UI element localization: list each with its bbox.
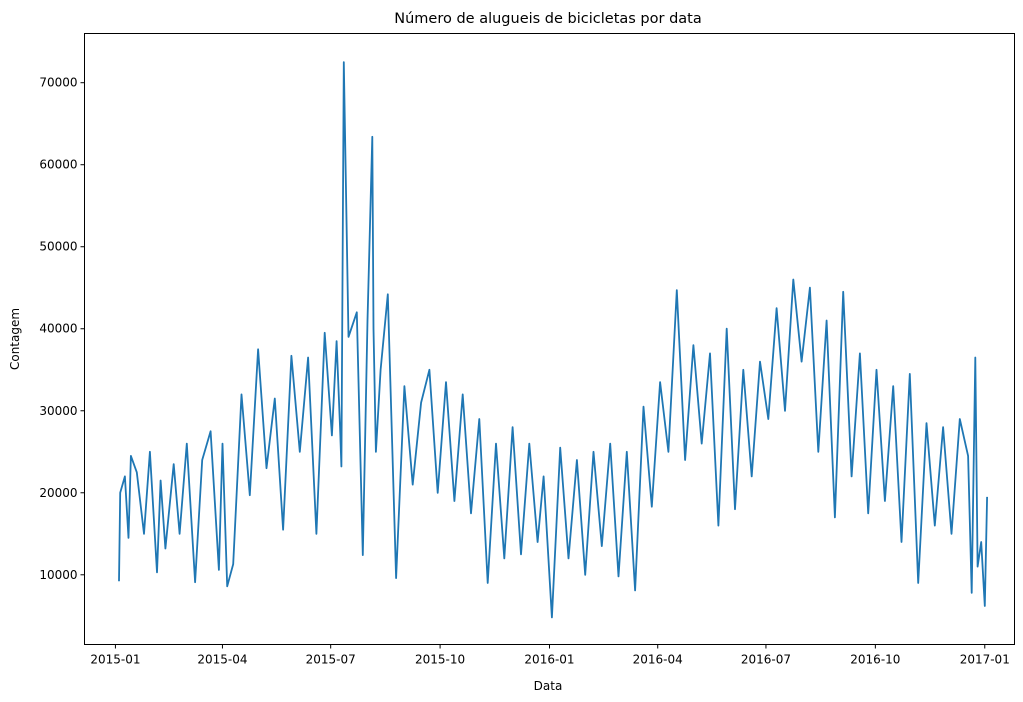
x-tick-label: 2016-01	[524, 653, 574, 667]
x-tick-label: 2015-04	[197, 653, 247, 667]
plot-area	[118, 61, 988, 619]
y-tick-label: 70000	[39, 76, 77, 90]
x-axis-title: Data	[534, 679, 563, 693]
x-axis: 2015-01 2015-04 2015-07 2015-10 2016-01 2016-…	[90, 644, 1010, 667]
x-tick-label: 2015-10	[415, 653, 465, 667]
x-tick-label: 2015-01	[90, 653, 140, 667]
series-line-0	[118, 61, 988, 619]
y-tick-label: 20000	[39, 486, 77, 500]
y-axis-title: Contagem	[8, 308, 22, 370]
plot-frame	[84, 33, 1015, 645]
y-axis: 10000 20000 30000 40000 50000 60000 70000	[39, 76, 85, 582]
x-tick-label: 2017-01	[960, 653, 1010, 667]
x-tick-label: 2016-10	[850, 653, 900, 667]
chart-title: Número de alugueis de bicicletas por dat…	[394, 11, 701, 27]
y-tick-label: 50000	[39, 240, 77, 254]
y-tick-label: 30000	[39, 404, 77, 418]
x-tick-label: 2015-07	[306, 653, 356, 667]
y-tick-label: 10000	[39, 568, 77, 582]
x-tick-label: 2016-07	[741, 653, 791, 667]
y-tick-label: 40000	[39, 322, 77, 336]
y-tick-label: 60000	[39, 158, 77, 172]
x-tick-label: 2016-04	[633, 653, 683, 667]
